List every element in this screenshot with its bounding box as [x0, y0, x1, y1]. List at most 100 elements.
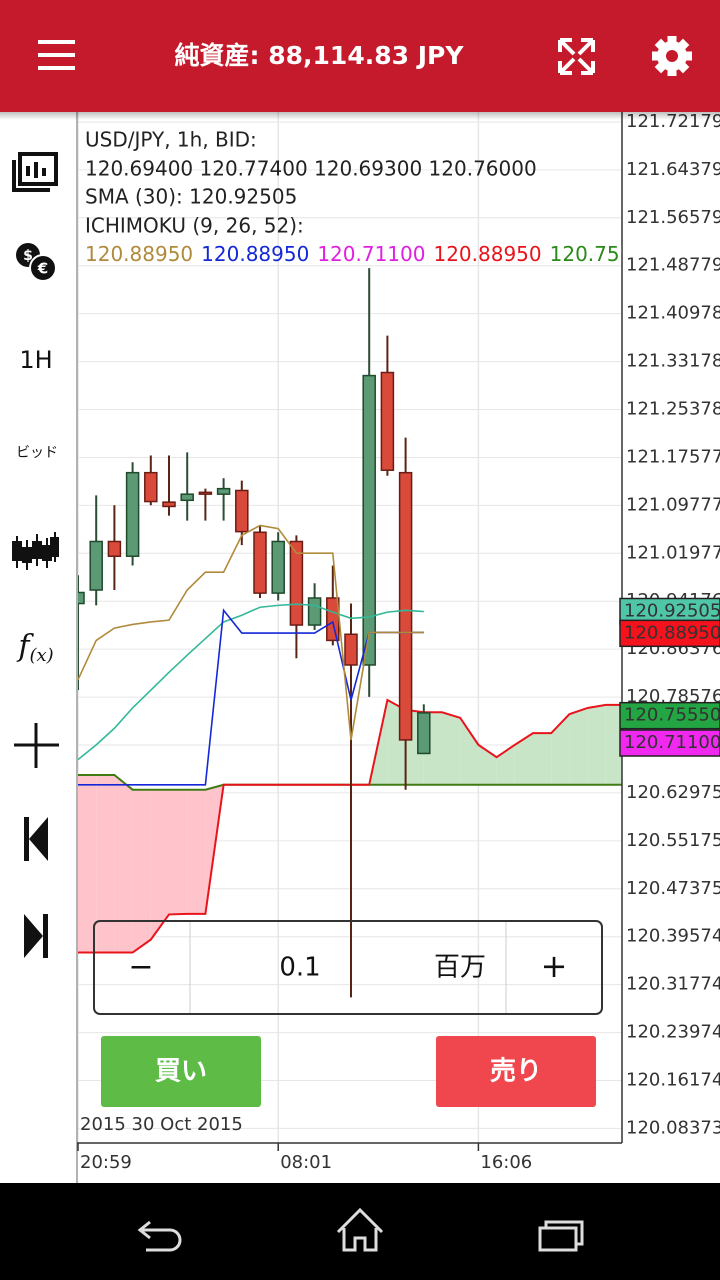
price-marker	[619, 701, 720, 730]
timeframe-button[interactable]: 1H	[19, 346, 52, 374]
header-title: 純資産: 88,114.83 JPY	[175, 41, 465, 70]
y-tick-label: 120.16174	[626, 1069, 720, 1090]
y-tick-label: 121.56579	[626, 207, 720, 228]
price-marker	[619, 619, 720, 648]
price-marker-label: 120.88950	[624, 622, 720, 643]
candle-body	[307, 597, 322, 626]
cloud-segment	[150, 789, 169, 940]
chart-type-button[interactable]	[12, 152, 58, 192]
info-line: SMA (30): 120.92505	[85, 185, 297, 209]
y-tick-label: 121.40978	[626, 303, 720, 324]
y-tick-label: 120.62975	[626, 782, 720, 803]
candle-body	[271, 540, 285, 594]
candle-body	[398, 471, 413, 741]
y-tick-label: 120.31774	[626, 974, 720, 995]
buy-label: 買い	[155, 1057, 207, 1087]
indicator-button[interactable]: f(x)	[16, 629, 53, 666]
candle-body	[198, 491, 213, 495]
x-tick-label: 08:01	[280, 1152, 332, 1173]
icon-candle	[32, 541, 42, 559]
settings-button[interactable]	[652, 36, 692, 76]
header-shadow	[0, 112, 720, 120]
ichimoku-value: 120.75550	[550, 242, 658, 266]
order-box	[93, 920, 603, 1015]
price-side-button[interactable]: ビッド	[16, 445, 58, 461]
plot-area	[78, 112, 622, 1143]
y-tick-label: 120.08373	[626, 1117, 720, 1138]
indicator-line	[78, 608, 424, 786]
cloud-segment	[514, 733, 533, 785]
gear-hole	[666, 50, 678, 62]
icon-triangle	[29, 817, 48, 861]
icon-triangle	[24, 914, 43, 958]
y-tick-label: 120.55175	[626, 830, 720, 851]
candle-style-button[interactable]	[12, 532, 59, 570]
price-marker-label: 120.92505	[624, 600, 720, 621]
candle-body	[235, 489, 249, 533]
crosshair-button[interactable]	[14, 723, 59, 768]
y-tick-label: 121.48779	[626, 255, 720, 276]
ichimoku-value: 120.88950	[201, 242, 309, 266]
candle-body	[180, 493, 194, 502]
menu-bar	[38, 53, 75, 57]
dollar-icon: $	[23, 248, 33, 264]
buy-button[interactable]	[101, 1036, 261, 1107]
window	[538, 1226, 578, 1252]
candle-body	[216, 487, 231, 495]
symbol-button[interactable]: $ €	[16, 243, 57, 282]
cloud-segment	[569, 707, 588, 785]
quantity-input[interactable]: 0.1	[279, 953, 320, 983]
icon-candle	[22, 547, 32, 563]
euro-icon: €	[37, 260, 48, 278]
sell-label: 売り	[490, 1057, 542, 1087]
date-label: 2015 30 Oct 2015	[80, 1114, 243, 1135]
icon-candle	[42, 545, 52, 561]
info-line: ICHIMOKU (9, 26, 52):	[85, 214, 304, 238]
menu-bar	[38, 66, 75, 70]
menu-button[interactable]	[38, 40, 75, 70]
y-tick-label: 120.47375	[626, 878, 720, 899]
nav-bar	[0, 1183, 720, 1280]
sell-button[interactable]	[436, 1036, 596, 1107]
scroll-end-button[interactable]	[24, 914, 48, 958]
icon-frame	[12, 160, 50, 192]
cloud-segment	[114, 774, 133, 953]
candle-body	[253, 531, 267, 594]
price-marker-label: 120.71100	[624, 732, 720, 753]
cloud-segment	[587, 704, 606, 785]
home-button[interactable]	[336, 1207, 384, 1252]
cloud-segment	[132, 789, 151, 953]
info-line: USD/JPY, 1h, BID:	[85, 128, 257, 152]
scroll-start-button[interactable]	[24, 817, 48, 861]
icon-candle	[12, 541, 22, 561]
menu-bar	[38, 40, 75, 44]
y-tick-label: 121.64379	[626, 159, 720, 180]
icon-bars	[26, 162, 46, 178]
cloud-segment	[96, 774, 115, 953]
cloud-segment	[169, 789, 188, 915]
plus-button[interactable]: +	[541, 947, 568, 985]
arrow	[558, 38, 576, 56]
icon-candle	[50, 537, 59, 557]
candle-body	[78, 591, 85, 605]
fullscreen-button[interactable]	[558, 38, 595, 75]
recents-button[interactable]	[538, 1220, 584, 1252]
cloud-segment	[605, 704, 622, 785]
unit-label: 百万	[434, 953, 486, 983]
candle-body	[107, 540, 122, 557]
y-tick-label: 121.09777	[626, 494, 720, 515]
cloud-segment	[442, 712, 461, 785]
minus-button[interactable]: −	[128, 950, 153, 985]
coin	[29, 254, 57, 282]
y-tick-label: 121.25378	[626, 399, 720, 420]
cloud-segment	[78, 774, 97, 953]
ichimoku-values: 120.88950 120.88950 120.71100 120.88950 120.…	[85, 242, 720, 266]
back-button[interactable]	[137, 1220, 182, 1252]
y-tick-label: 120.78576	[626, 686, 720, 707]
ichimoku-value: 120.88950	[85, 242, 193, 266]
icon-frame	[18, 152, 58, 186]
arrow	[577, 57, 595, 75]
price-marker-label: 120.75550	[624, 705, 720, 726]
